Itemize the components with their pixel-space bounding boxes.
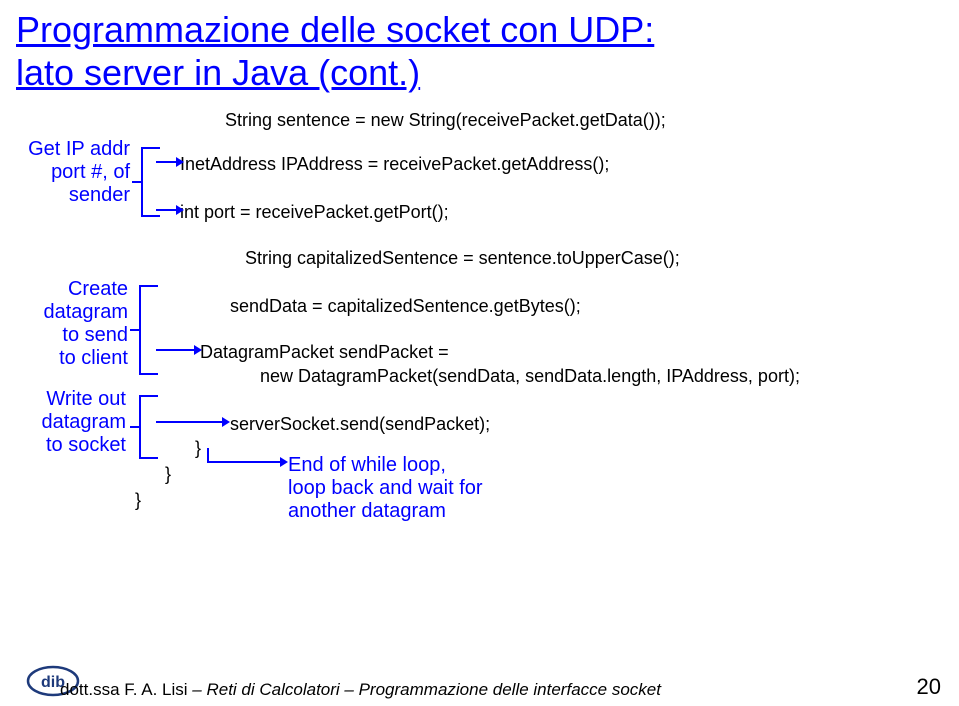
- code-line-7: new DatagramPacket(sendData, sendData.le…: [260, 366, 800, 387]
- title-line-2: lato server in Java (cont.): [16, 52, 420, 93]
- arrow-icon-4: [204, 444, 294, 474]
- arrow-icon-3: [156, 414, 236, 430]
- page-number: 20: [917, 674, 941, 700]
- code-line-2: InetAddress IPAddress = receivePacket.ge…: [180, 154, 609, 175]
- code-line-3: int port = receivePacket.getPort();: [180, 202, 449, 223]
- annotation-get-ip: Get IP addr port #, of sender: [10, 138, 130, 207]
- annotation-create-datagram: Create datagram to send to client: [28, 278, 128, 370]
- footer-course: – Reti di Calcolatori –: [188, 680, 359, 699]
- code-line-5: sendData = capitalizedSentence.getBytes(…: [230, 296, 581, 317]
- footer-topic: Programmazione delle interfacce socket: [359, 680, 661, 699]
- code-brace-1: }: [195, 438, 201, 459]
- footer: dott.ssa F. A. Lisi – Reti di Calcolator…: [0, 680, 959, 700]
- annotation-write-out: Write out datagram to socket: [16, 388, 126, 457]
- bracket-icon-2: [128, 282, 178, 382]
- arrow-icon-1a: [156, 154, 186, 170]
- code-brace-3: }: [135, 490, 141, 511]
- arrow-icon-1b: [156, 202, 186, 218]
- code-line-6: DatagramPacket sendPacket =: [200, 342, 449, 363]
- content-area: String sentence = new String(receivePack…: [0, 94, 959, 654]
- title-line-1: Programmazione delle socket con UDP:: [16, 9, 654, 50]
- code-line-1: String sentence = new String(receivePack…: [225, 110, 666, 131]
- arrow-icon-2: [156, 342, 206, 358]
- code-brace-2: }: [165, 464, 171, 485]
- annotation-end-loop: End of while loop, loop back and wait fo…: [288, 454, 483, 523]
- code-line-4: String capitalizedSentence = sentence.to…: [245, 248, 680, 269]
- footer-author: dott.ssa F. A. Lisi: [60, 680, 188, 699]
- code-line-8: serverSocket.send(sendPacket);: [230, 414, 490, 435]
